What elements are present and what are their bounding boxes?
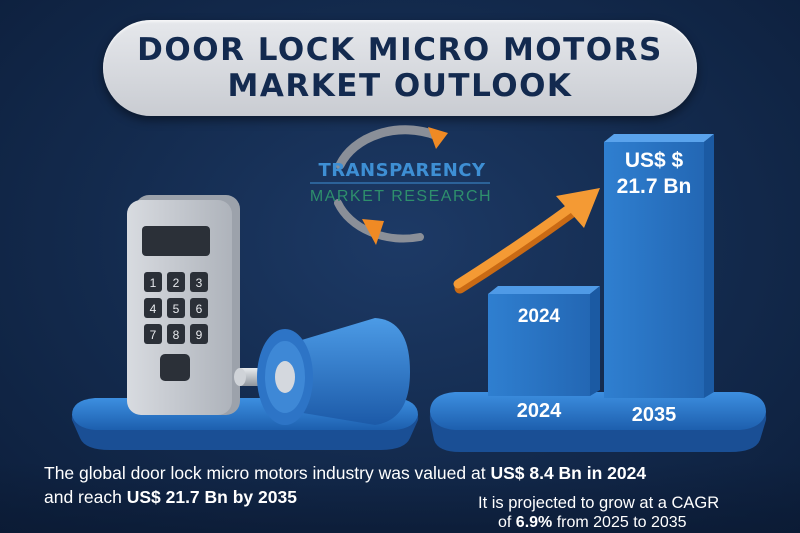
keypad-keys: 1 2 3 4 5 6 7 8 9 <box>144 272 208 344</box>
micro-motor <box>234 318 410 425</box>
summary-line-4-suffix: from 2025 to 2035 <box>552 514 687 531</box>
growth-arrow-icon <box>453 188 600 294</box>
logo-swoosh-icon <box>310 125 490 245</box>
summary-cagr-value: 6.9% <box>515 514 553 531</box>
bar-2035-value-top: US$ $ <box>624 149 684 172</box>
title-line-2: MARKET OUTLOOK <box>227 68 573 104</box>
keypad-key <box>190 298 208 318</box>
summary-2035-value: US$ 21.7 Bn by 2035 <box>126 487 297 507</box>
keypad-device <box>127 195 240 415</box>
right-platform <box>429 392 767 452</box>
keypad-key <box>144 324 162 344</box>
keypad-key <box>167 324 185 344</box>
bar-2024 <box>488 286 600 396</box>
keypad-key <box>144 272 162 292</box>
keypad-key-label: 2 <box>173 276 180 290</box>
logo-subtitle: MARKET RESEARCH <box>309 188 493 205</box>
title-line-1: DOOR LOCK MICRO MOTORS <box>137 32 663 68</box>
summary-line-3: It is projected to grow at a CAGR <box>478 494 720 512</box>
base-label-2035: 2035 <box>631 404 677 426</box>
summary-line-2: and reach US$ 21.7 Bn by 2035 <box>44 487 297 508</box>
keypad-key-label: 9 <box>196 328 203 342</box>
summary-line-4: of 6.9% from 2025 to 2035 <box>498 514 687 532</box>
title-banner: DOOR LOCK MICRO MOTORS MARKET OUTLOOK <box>103 20 697 116</box>
keypad-key-label: 7 <box>150 328 157 342</box>
summary-panel <box>0 462 800 533</box>
bar-2035-value-bottom: 21.7 Bn <box>616 175 692 198</box>
keypad-key <box>167 298 185 318</box>
keypad-key <box>190 324 208 344</box>
logo-name: TRANSPARENCY <box>318 160 486 181</box>
summary-line-4-prefix: of <box>498 514 516 531</box>
keypad-key-label: 4 <box>150 302 157 316</box>
base-label-2024: 2024 <box>516 400 562 422</box>
summary-2024-value: US$ 8.4 Bn in 2024 <box>490 463 647 483</box>
keypad-key <box>144 298 162 318</box>
keypad-key <box>190 272 208 292</box>
keypad-key-label: 8 <box>173 328 180 342</box>
summary-line-1-text: The global door lock micro motors indust… <box>44 463 491 483</box>
keypad-key-label: 3 <box>196 276 203 290</box>
keypad-key-label: 6 <box>196 302 203 316</box>
summary-line-1: The global door lock micro motors indust… <box>44 463 646 484</box>
keypad-key <box>167 272 185 292</box>
keypad-key-label: 5 <box>173 302 180 316</box>
bar-2024-label: 2024 <box>517 306 561 327</box>
summary-line-2-text: and reach <box>44 487 127 507</box>
keypad-key-label: 1 <box>150 276 157 290</box>
bar-2035 <box>604 134 714 398</box>
